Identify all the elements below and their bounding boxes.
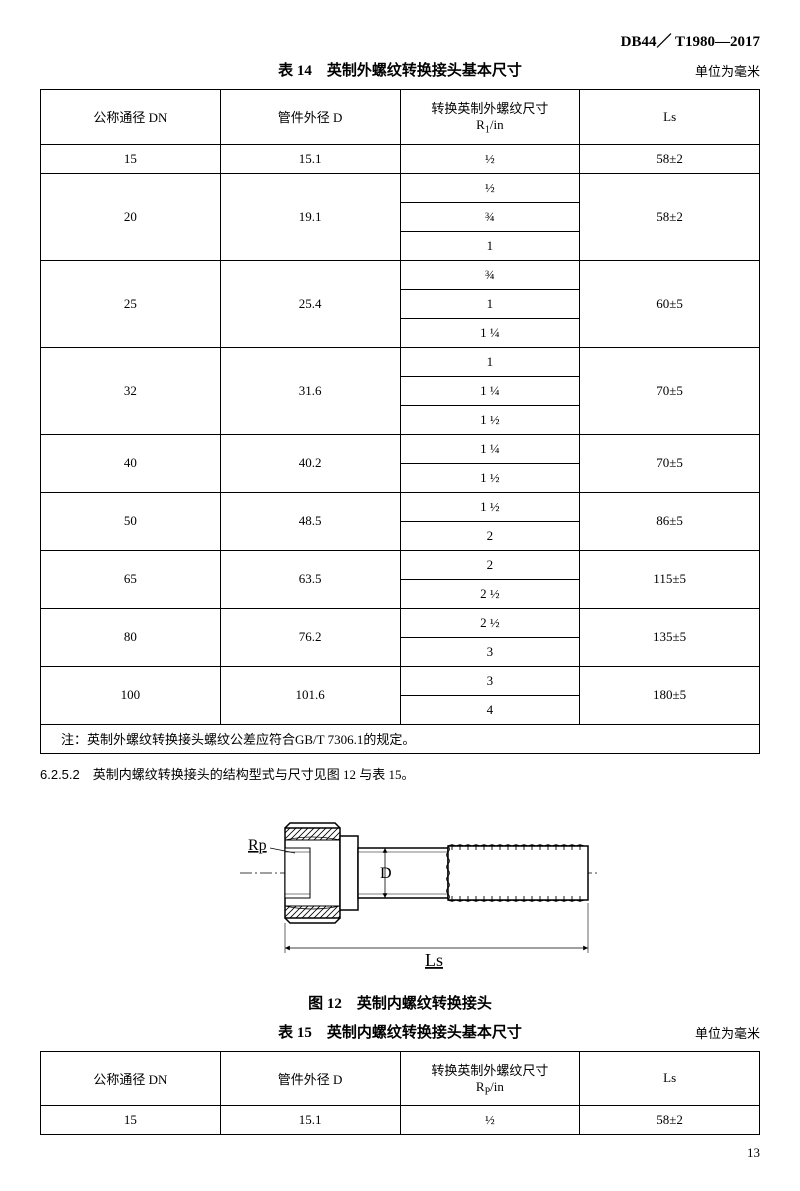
cell: 58±2 [580, 144, 760, 173]
cell: 1 ¼ [400, 376, 580, 405]
cell: 40.2 [220, 434, 400, 492]
cell: 31.6 [220, 347, 400, 434]
label-ls: Ls [425, 950, 443, 970]
cell: 180±5 [580, 666, 760, 724]
cell: ½ [400, 173, 580, 202]
label-rp: Rp [248, 837, 267, 854]
cell: 58±2 [580, 173, 760, 260]
cell: 3 [400, 666, 580, 695]
cell: 3 [400, 637, 580, 666]
cell: 19.1 [220, 173, 400, 260]
cell: 100 [41, 666, 221, 724]
cell: 76.2 [220, 608, 400, 666]
cell: 1 [400, 289, 580, 318]
th-r: 转换英制外螺纹尺寸RP/in [400, 1051, 580, 1106]
cell: 65 [41, 550, 221, 608]
table15: 公称通径 DN 管件外径 D 转换英制外螺纹尺寸RP/in Ls 15 15.1… [40, 1051, 760, 1136]
cell: 15.1 [220, 144, 400, 173]
doc-header: DB44／ T1980—2017 [40, 30, 760, 51]
cell: 1 ½ [400, 492, 580, 521]
label-d: D [380, 865, 392, 882]
cell: 40 [41, 434, 221, 492]
th-ls: Ls [580, 90, 760, 145]
cell: 70±5 [580, 434, 760, 492]
cell: 86±5 [580, 492, 760, 550]
cell: 2 ½ [400, 579, 580, 608]
cell: 15.1 [220, 1106, 400, 1135]
table14: 公称通径 DN 管件外径 D 转换英制外螺纹尺寸R1/in Ls 15 15.1… [40, 89, 760, 754]
cell: 25 [41, 260, 221, 347]
cell: 58±2 [580, 1106, 760, 1135]
cell: 80 [41, 608, 221, 666]
cell: 1 ¼ [400, 434, 580, 463]
table15-unit: 单位为毫米 [695, 1023, 760, 1042]
cell: 1 [400, 347, 580, 376]
th-d: 管件外径 D [220, 1051, 400, 1106]
cell: ½ [400, 1106, 580, 1135]
cell: 1 ¼ [400, 318, 580, 347]
cell: 60±5 [580, 260, 760, 347]
th-dn: 公称通径 DN [41, 90, 221, 145]
cell: 20 [41, 173, 221, 260]
cell: 2 ½ [400, 608, 580, 637]
cell: 115±5 [580, 550, 760, 608]
cell: ½ [400, 144, 580, 173]
cell: 1 ½ [400, 463, 580, 492]
th-dn: 公称通径 DN [41, 1051, 221, 1106]
cell: 48.5 [220, 492, 400, 550]
cell: 4 [400, 695, 580, 724]
cell: 70±5 [580, 347, 760, 434]
table15-title: 表 15 英制内螺纹转换接头基本尺寸 [40, 1021, 760, 1042]
page-number: 13 [40, 1145, 760, 1161]
section-6252: 6.2.5.2 英制内螺纹转换接头的结构型式与尺寸见图 12 与表 15。 [40, 764, 760, 783]
cell: 15 [41, 144, 221, 173]
figure12: Rp D Ls [40, 798, 760, 982]
table14-title: 表 14 英制外螺纹转换接头基本尺寸 [40, 59, 760, 80]
cell: 32 [41, 347, 221, 434]
cell: 63.5 [220, 550, 400, 608]
cell: 1 ½ [400, 405, 580, 434]
cell: 2 [400, 550, 580, 579]
cell: 15 [41, 1106, 221, 1135]
cell: 101.6 [220, 666, 400, 724]
th-d: 管件外径 D [220, 90, 400, 145]
cell: 50 [41, 492, 221, 550]
table14-unit: 单位为毫米 [695, 61, 760, 80]
cell: ¾ [400, 260, 580, 289]
cell: 135±5 [580, 608, 760, 666]
cell: ¾ [400, 202, 580, 231]
th-ls: Ls [580, 1051, 760, 1106]
figure12-caption: 图 12 英制内螺纹转换接头 [40, 992, 760, 1013]
cell: 25.4 [220, 260, 400, 347]
table14-note: 注：英制外螺纹转换接头螺纹公差应符合GB/T 7306.1的规定。 [41, 724, 760, 753]
th-r: 转换英制外螺纹尺寸R1/in [400, 90, 580, 145]
cell: 2 [400, 521, 580, 550]
cell: 1 [400, 231, 580, 260]
